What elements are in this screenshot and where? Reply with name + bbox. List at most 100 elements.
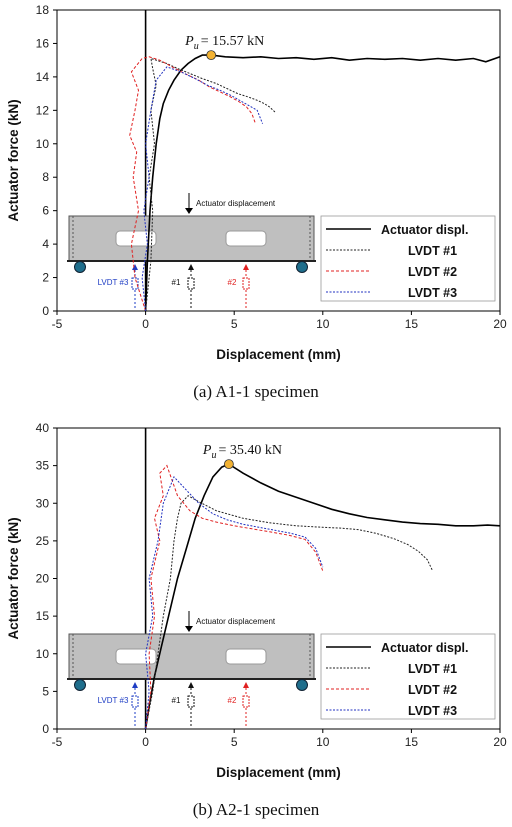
legend-label-3: LVDT #2 <box>408 683 457 697</box>
x-tick-label: 10 <box>316 735 330 749</box>
web-opening <box>115 648 157 665</box>
x-tick-label: -5 <box>52 317 63 331</box>
web-opening <box>115 230 157 247</box>
peak-label: Pu = 15.57 kN <box>184 34 264 52</box>
web-opening <box>225 230 267 247</box>
x-axis-title: Displacement (mm) <box>216 347 341 362</box>
y-axis-title: Actuator force (kN) <box>6 517 21 639</box>
y-tick-label: 12 <box>36 103 50 117</box>
lvdt-label: #1 <box>172 696 181 705</box>
lvdt-body <box>242 277 250 290</box>
series-line-3 <box>129 56 256 311</box>
lvdt-body <box>187 277 195 290</box>
y-tick-label: 25 <box>36 534 50 548</box>
support-left <box>74 679 86 691</box>
lvdt-arrow-head <box>188 682 194 688</box>
lvdt-label: #2 <box>228 696 237 705</box>
y-tick-label: 2 <box>42 271 49 285</box>
y-tick-label: 15 <box>36 609 50 623</box>
series-line-1 <box>144 54 500 311</box>
x-tick-label: 15 <box>405 317 419 331</box>
x-tick-label: 20 <box>493 317 507 331</box>
y-tick-label: 4 <box>42 237 49 251</box>
legend-label-1: Actuator displ. <box>381 641 469 655</box>
lvdt-arrow-head <box>243 264 249 270</box>
beam-body <box>68 215 315 262</box>
series-line-4 <box>141 66 264 311</box>
peak-label-base: P <box>202 443 212 458</box>
support-right <box>296 261 308 273</box>
y-tick-label: 10 <box>36 647 50 661</box>
beam-body <box>68 633 315 680</box>
support-left <box>74 261 86 273</box>
peak-label-value: = 35.40 kN <box>218 443 282 458</box>
lvdt-label: #2 <box>228 278 237 287</box>
lvdt-arrow-head <box>132 264 138 270</box>
legend-label-4: LVDT #3 <box>408 704 457 718</box>
lvdt-label: #1 <box>172 278 181 287</box>
lvdt-arrow-head <box>132 682 138 688</box>
x-tick-label: 5 <box>231 735 238 749</box>
y-tick-label: 5 <box>42 684 49 698</box>
x-tick-label: 20 <box>493 735 507 749</box>
peak-label-base: P <box>184 34 194 49</box>
x-axis-title: Displacement (mm) <box>216 765 341 780</box>
peak-label: Pu = 35.40 kN <box>202 443 282 461</box>
series-line-4 <box>145 475 324 729</box>
y-tick-label: 16 <box>36 36 50 50</box>
x-tick-label: -5 <box>52 735 63 749</box>
x-tick-label: 10 <box>316 317 330 331</box>
lvdt-arrow-head <box>188 264 194 270</box>
legend-label-1: Actuator displ. <box>381 223 469 237</box>
actuator-label: Actuator displacement <box>196 199 276 208</box>
lvdt-body <box>131 277 139 290</box>
figure-caption: (b) A2-1 specimen <box>193 800 320 819</box>
y-tick-label: 20 <box>36 572 50 586</box>
x-tick-label: 5 <box>231 317 238 331</box>
lvdt-label: LVDT #3 <box>98 696 129 705</box>
specimen-diagram: Actuator displacement LVDT #3 #1 #2 <box>67 193 316 308</box>
figure-caption: (a) A1-1 specimen <box>193 382 319 401</box>
y-tick-label: 40 <box>36 421 50 435</box>
actuator-label: Actuator displacement <box>196 617 276 626</box>
legend-label-4: LVDT #3 <box>408 286 457 300</box>
legend-box <box>320 633 496 720</box>
lvdt-label: LVDT #3 <box>98 278 129 287</box>
legend-label-3: LVDT #2 <box>408 265 457 279</box>
series-line-1 <box>144 463 500 729</box>
lvdt-body <box>242 695 250 708</box>
y-tick-label: 30 <box>36 496 50 510</box>
legend-label-2: LVDT #1 <box>408 244 457 258</box>
x-tick-label: 0 <box>142 317 149 331</box>
actuator-arrow-head <box>185 626 193 632</box>
lvdt-body <box>187 695 195 708</box>
peak-marker <box>206 50 217 61</box>
y-tick-label: 18 <box>36 3 50 17</box>
y-tick-label: 35 <box>36 459 50 473</box>
y-tick-label: 0 <box>42 304 49 318</box>
y-tick-label: 10 <box>36 137 50 151</box>
y-tick-label: 6 <box>42 204 49 218</box>
y-tick-label: 14 <box>36 70 50 84</box>
peak-label-sub: u <box>211 450 216 461</box>
y-tick-label: 8 <box>42 170 49 184</box>
legend-box <box>320 215 496 302</box>
peak-marker <box>223 459 234 470</box>
x-tick-label: 0 <box>142 735 149 749</box>
series-line-2 <box>145 495 434 729</box>
x-tick-label: 15 <box>405 735 419 749</box>
peak-label-sub: u <box>194 41 199 52</box>
specimen-diagram: Actuator displacement LVDT #3 #1 #2 <box>67 611 316 726</box>
peak-label-value: = 15.57 kN <box>201 34 265 49</box>
y-tick-label: 0 <box>42 722 49 736</box>
lvdt-body <box>131 695 139 708</box>
actuator-arrow-head <box>185 208 193 214</box>
series-line-3 <box>145 464 324 729</box>
y-axis-title: Actuator force (kN) <box>6 99 21 221</box>
lvdt-arrow-head <box>243 682 249 688</box>
support-right <box>296 679 308 691</box>
series-line-2 <box>145 57 276 311</box>
web-opening <box>225 648 267 665</box>
